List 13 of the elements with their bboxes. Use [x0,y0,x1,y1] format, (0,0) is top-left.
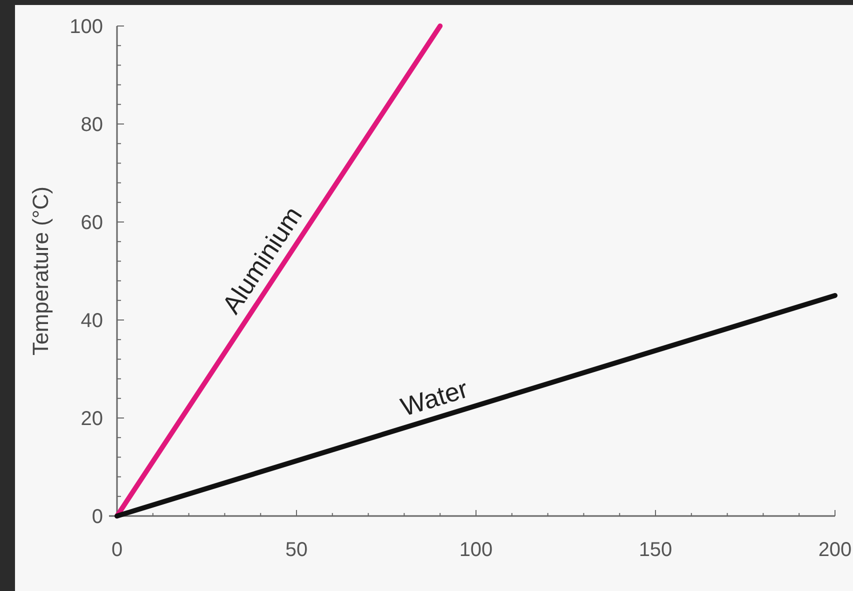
y-axis-title: Temperature (°C) [28,186,53,356]
y-tick-label: 100 [70,16,103,38]
x-tick-label: 100 [459,539,493,561]
y-tick-label: 60 [80,212,103,234]
y-tick-label: 80 [80,114,103,136]
text: Water [397,373,472,422]
x-tick-label: 150 [638,539,672,561]
x-tick-label: 0 [111,539,123,561]
x-tick-label: 50 [285,539,308,561]
y-tick-label: 40 [80,310,103,332]
x-tick-label: 200 [818,539,852,561]
y-tick-label: 0 [92,506,103,528]
y-tick-label: 20 [80,408,103,430]
